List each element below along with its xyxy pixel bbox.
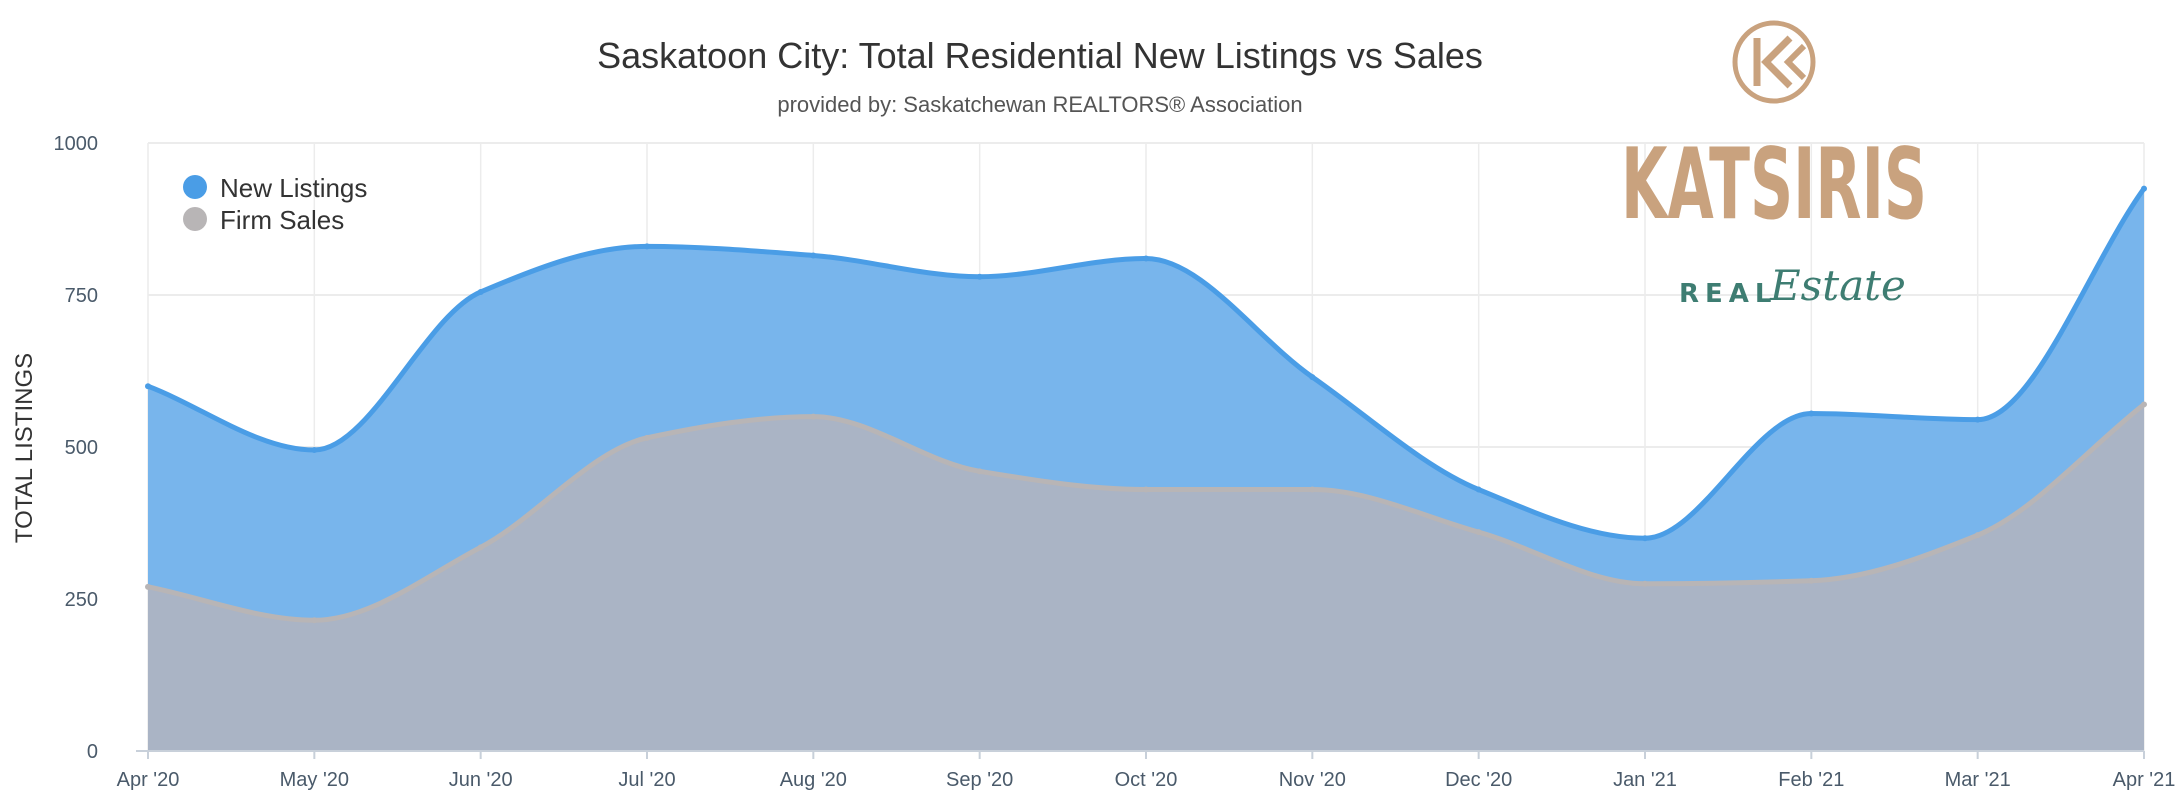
y-tick-label: 250	[65, 589, 98, 611]
data-point-firm-sales[interactable]	[976, 468, 983, 475]
data-point-new-listings[interactable]	[1143, 255, 1149, 262]
plot-areas	[145, 185, 2147, 752]
x-tick-label: Nov '20	[1279, 769, 1346, 791]
area-firm-sales	[148, 404, 2144, 751]
data-point-firm-sales[interactable]	[1309, 486, 1316, 493]
x-tick-label: Apr '20	[117, 769, 180, 791]
y-tick-label: 0	[87, 741, 98, 763]
legend-label-new-listings[interactable]: New Listings	[220, 173, 367, 203]
legend-item-new-listings[interactable]: New Listings	[183, 173, 367, 203]
data-point-new-listings[interactable]	[1642, 535, 1648, 542]
y-axis-label: TOTAL LISTINGS	[11, 353, 38, 543]
x-tick-label: Jan '21	[1613, 769, 1677, 791]
legend-marker-firm-sales[interactable]	[183, 207, 207, 231]
x-tick-label: Jun '20	[449, 769, 513, 791]
data-point-new-listings[interactable]	[145, 383, 151, 390]
legend-label-firm-sales[interactable]: Firm Sales	[220, 205, 344, 235]
data-point-firm-sales[interactable]	[810, 413, 817, 420]
x-tick-label: Jul '20	[618, 769, 675, 791]
logo-wordmark: KATSIRIS	[1621, 128, 1927, 242]
x-tick-label: Feb '21	[1778, 769, 1844, 791]
y-tick-label: 750	[65, 285, 98, 307]
chart-subtitle: provided by: Saskatchewan REALTORS® Asso…	[777, 92, 1302, 117]
data-point-firm-sales[interactable]	[477, 544, 484, 551]
katsiris-k-emblem-icon	[1732, 20, 1816, 104]
x-tick-label: Apr '21	[2113, 769, 2176, 791]
data-point-new-listings[interactable]	[1475, 486, 1482, 493]
x-tick-label: Aug '20	[780, 769, 847, 791]
data-point-new-listings[interactable]	[1974, 416, 1981, 423]
x-tick-label: Mar '21	[1945, 769, 2011, 791]
chart-title: Saskatoon City: Total Residential New Li…	[597, 35, 1483, 76]
data-point-new-listings[interactable]	[644, 243, 650, 250]
x-tick-label: Oct '20	[1115, 769, 1178, 791]
data-point-new-listings[interactable]	[477, 288, 484, 295]
data-point-firm-sales[interactable]	[1143, 486, 1149, 493]
x-tick-label: Sep '20	[946, 769, 1013, 791]
data-point-new-listings[interactable]	[810, 252, 817, 259]
data-point-firm-sales[interactable]	[1642, 580, 1648, 587]
data-point-new-listings[interactable]	[1309, 374, 1316, 381]
legend-marker-new-listings[interactable]	[183, 175, 207, 199]
data-point-firm-sales[interactable]	[1974, 532, 1981, 539]
axes: 0 250 500 750 1000 Apr '20 May '20 Jun '20 Jul '…	[54, 133, 2176, 791]
logo-estate-text: Estate	[1769, 261, 1906, 310]
legend[interactable]: New Listings Firm Sales	[183, 173, 367, 235]
data-point-firm-sales[interactable]	[145, 583, 151, 590]
legend-item-firm-sales[interactable]: Firm Sales	[183, 205, 344, 235]
x-tick-label: May '20	[280, 769, 349, 791]
data-point-firm-sales[interactable]	[1475, 529, 1482, 536]
data-point-new-listings[interactable]	[311, 447, 318, 454]
series-line-new-listings[interactable]	[147, 187, 2147, 541]
data-point-new-listings[interactable]	[1808, 410, 1815, 417]
data-point-firm-sales[interactable]	[644, 434, 650, 441]
data-point-new-listings[interactable]	[976, 273, 983, 280]
data-point-firm-sales[interactable]	[311, 617, 318, 624]
data-point-new-listings[interactable]	[2141, 185, 2147, 192]
y-tick-label: 1000	[54, 133, 99, 155]
katsiris-logo: KATSIRIS REAL Estate	[1621, 20, 1927, 310]
y-tick-label: 500	[65, 437, 98, 459]
data-point-firm-sales[interactable]	[1808, 577, 1815, 584]
x-tick-label: Dec '20	[1445, 769, 1512, 791]
data-point-firm-sales[interactable]	[2141, 401, 2147, 408]
logo-real-text: REAL	[1679, 279, 1777, 309]
